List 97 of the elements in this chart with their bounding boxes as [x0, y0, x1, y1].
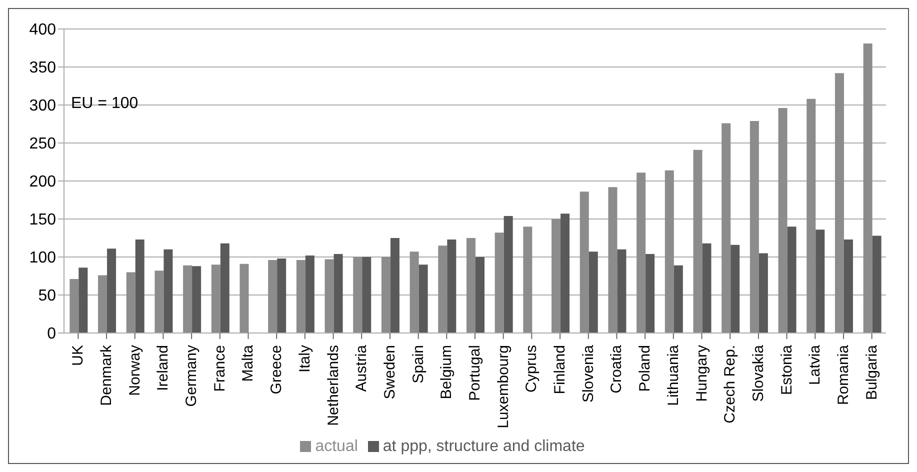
bar	[580, 192, 589, 333]
y-tick-label: 0	[47, 326, 56, 343]
x-tick-label: Austria	[353, 344, 370, 392]
bar	[98, 275, 108, 333]
x-tick-label: UK	[70, 345, 87, 366]
bar	[107, 248, 116, 333]
bar	[362, 257, 372, 333]
bar	[381, 257, 390, 333]
bar	[126, 272, 136, 333]
bar	[834, 73, 844, 333]
bar	[447, 240, 456, 333]
bar	[494, 232, 504, 333]
bar	[220, 243, 230, 333]
bar	[636, 172, 646, 333]
bar	[418, 264, 428, 333]
x-tick-label: Poland	[636, 345, 654, 392]
bar	[154, 270, 164, 333]
legend-label: at ppp, structure and climate	[382, 438, 585, 455]
x-tick-label: Germany	[183, 344, 200, 407]
x-tick-label: Latvia	[806, 344, 824, 386]
bar	[758, 253, 768, 333]
x-tick-label: Belgium	[438, 345, 456, 400]
bar	[816, 230, 825, 333]
y-tick-label: 150	[29, 212, 56, 229]
x-tick-label: Cyprus	[523, 345, 540, 393]
bar	[268, 260, 278, 333]
x-tick-label: Croatia	[608, 344, 626, 394]
x-tick-label: Malta	[240, 344, 257, 382]
x-tick-label: Slovakia	[750, 344, 767, 402]
bar	[523, 226, 532, 333]
bar	[277, 258, 286, 333]
bar	[353, 257, 362, 333]
bar	[863, 43, 872, 333]
y-tick-label: 100	[29, 250, 56, 267]
bar	[646, 254, 655, 333]
bar	[135, 240, 144, 333]
bar	[844, 240, 853, 333]
bar	[183, 265, 192, 333]
y-tick-label: 400	[29, 22, 56, 39]
x-tick-label: Romania	[834, 344, 852, 406]
bar	[164, 249, 173, 333]
x-tick-label: Denmark	[98, 344, 116, 406]
legend-label: actual	[315, 438, 358, 455]
x-tick-label: Greece	[268, 345, 286, 394]
bar	[296, 260, 306, 333]
bar	[78, 268, 88, 333]
x-tick-label: Hungary	[693, 344, 710, 402]
y-tick-label: 250	[29, 136, 56, 153]
x-tick-label: Luxembourg	[494, 345, 512, 428]
bar	[475, 257, 484, 333]
bar	[211, 264, 220, 333]
bar	[466, 238, 476, 333]
x-tick-label: Lithuania	[664, 344, 682, 406]
bar	[722, 123, 731, 333]
x-tick-label: Italy	[296, 344, 314, 373]
bar	[778, 108, 788, 333]
bar	[552, 219, 561, 333]
bar	[438, 246, 448, 333]
annotation: EU = 100	[71, 95, 138, 113]
bar	[588, 252, 598, 333]
bar	[324, 259, 334, 333]
bar	[240, 264, 249, 333]
bar	[192, 266, 202, 333]
x-tick-label: Portugal	[466, 345, 484, 401]
x-tick-label: Czech Rep.	[722, 345, 739, 424]
x-tick-label: Bulgaria	[863, 344, 880, 400]
bar	[693, 150, 702, 333]
bar	[787, 226, 796, 333]
y-tick-label: 50	[38, 288, 56, 305]
y-tick-label: 300	[29, 98, 56, 115]
x-tick-label: Finland	[552, 345, 569, 394]
bar	[664, 170, 674, 333]
x-tick-label: Sweden	[381, 345, 398, 400]
x-tick-label: France	[211, 345, 228, 392]
x-tick-label: Estonia	[778, 344, 796, 396]
bar	[70, 279, 79, 333]
bar	[702, 243, 712, 333]
bar	[872, 236, 882, 333]
x-tick-label: Spain	[410, 345, 427, 384]
x-tick-label: Ireland	[154, 345, 172, 391]
bar	[806, 98, 816, 333]
bar	[390, 238, 400, 333]
x-tick-label: Slovenia	[580, 344, 597, 403]
bar	[617, 249, 626, 333]
bar	[334, 254, 343, 333]
bar	[560, 214, 570, 333]
bar	[730, 244, 740, 333]
bar	[504, 216, 513, 333]
bar	[750, 120, 759, 333]
y-tick-label: 350	[29, 60, 56, 77]
bar	[305, 255, 314, 333]
bar	[410, 252, 419, 333]
x-tick-label: Netherlands	[324, 345, 342, 426]
bar	[674, 265, 683, 333]
y-tick-label: 200	[29, 174, 56, 191]
bar	[608, 187, 618, 333]
x-tick-label: Norway	[126, 344, 144, 396]
